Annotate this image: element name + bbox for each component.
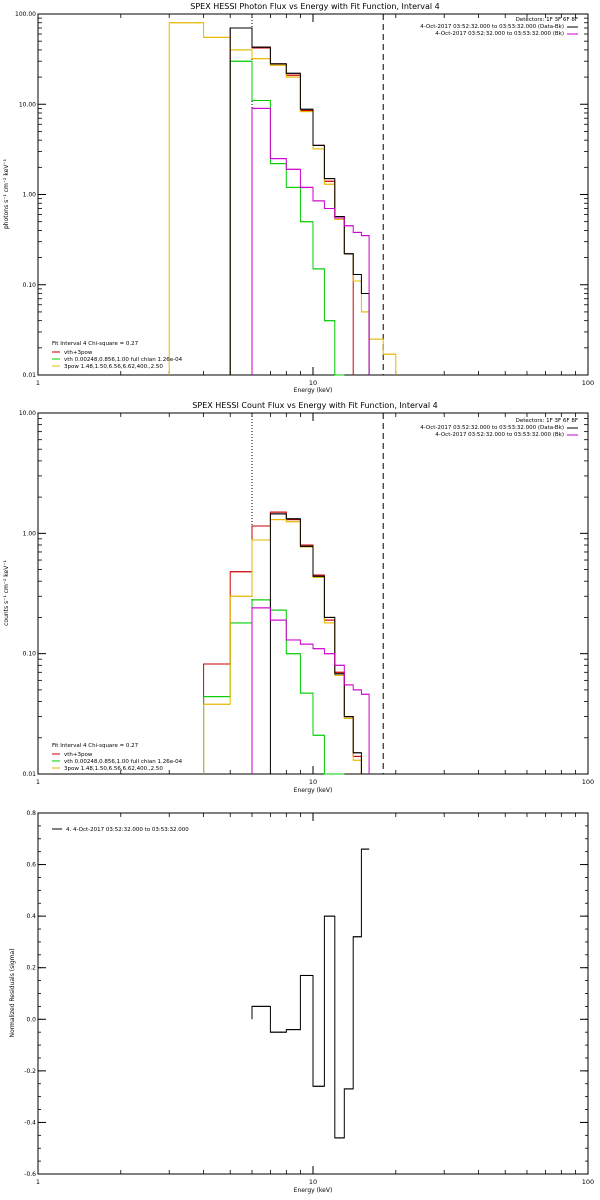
x-tick-label: 1 [36, 1178, 40, 1186]
y-tick-label: 0.8 [26, 810, 36, 817]
x-tick-label: 10 [309, 1178, 317, 1186]
series-3 [269, 513, 384, 775]
legend-label-3pow: 3pow 1.48,1.50,6.56,6.62,400.,2.50 [64, 364, 163, 370]
y-tick-label: 0.4 [26, 913, 36, 920]
series-step-line [251, 848, 370, 1139]
y-tick-label: 0.01 [23, 372, 37, 379]
x-tick-label: 10 [309, 778, 317, 786]
series-2 [168, 22, 397, 375]
y-tick-label: 0.10 [23, 651, 37, 658]
y-tick-label: 0.01 [23, 771, 37, 778]
x-tick-label: 100 [582, 1178, 594, 1186]
y-tick-label: 0.0 [26, 1016, 36, 1023]
photon-flux-fit-label: Fit Interval 4 Chi-square = 0.27 [52, 341, 139, 347]
series-step-line [168, 22, 397, 375]
photon-flux-data-label: 4-Oct-2017 03:52:32.000 to 03:53:32.000 … [420, 24, 564, 30]
x-tick-label: 1 [36, 379, 40, 387]
series-4 [251, 607, 370, 774]
residuals-legend-label: 4. 4-Oct-2017 03:52:32.000 to 03:53:32.0… [66, 827, 189, 833]
y-tick-label: -0.4 [24, 1119, 36, 1126]
legend-label-vth: vth 0.00248,0.856,1.00 full chian 1.26e-… [64, 759, 183, 765]
photon-flux-plot-area [168, 14, 397, 376]
legend-label-vth3pow: vth+3pow [64, 752, 93, 758]
residuals-panel: Energy (keV) Normalized Residuals (sigma… [9, 810, 594, 1194]
count-flux-plot-area [203, 413, 384, 775]
series-1 [229, 60, 345, 376]
series-step-line [251, 107, 370, 375]
y-tick-label: 0.10 [23, 282, 37, 289]
residuals-xlabel: Energy (keV) [294, 1187, 333, 1194]
series-0 [251, 848, 370, 1139]
count-flux-ylabel: counts s⁻¹ cm⁻² keV⁻¹ [3, 560, 10, 626]
x-tick-label: 100 [582, 379, 594, 387]
y-tick-label: 100.00 [15, 11, 36, 18]
y-tick-label: 10.00 [19, 410, 36, 417]
y-tick-label: -0.6 [24, 1171, 36, 1178]
series-step-line [229, 60, 345, 376]
count-flux-data-label: 4-Oct-2017 03:52:32.000 to 03:53:32.000 … [420, 425, 564, 431]
photon-flux-ticks: 1 10 100 0.01 0.10 1.00 10.00 100.00 [15, 11, 594, 387]
y-tick-label: -0.2 [24, 1068, 36, 1075]
count-flux-detectors: Detectors: 1F 3F 6F 8F [516, 418, 578, 424]
y-tick-label: 1.00 [23, 530, 37, 537]
series-step-line [203, 599, 345, 775]
x-tick-label: 1 [36, 778, 40, 786]
y-tick-label: 0.6 [26, 862, 36, 869]
photon-flux-panel: SPEX HESSI Photon Flux vs Energy with Fi… [3, 2, 594, 394]
photon-flux-xlabel: Energy (keV) [294, 387, 333, 394]
y-tick-label: 1.00 [23, 192, 37, 199]
x-tick-label: 100 [582, 778, 594, 786]
legend-label-3pow: 3pow 1.48,1.50,6.56,6.62,400.,2.50 [64, 766, 163, 772]
residuals-ticks: 1 10 100 -0.6 -0.4 -0.2 0.0 0.2 0.4 0.6 0.8 [24, 810, 594, 1186]
y-tick-label: 0.2 [26, 965, 36, 972]
series-step-line [269, 513, 384, 775]
count-flux-bk-label: 4-Oct-2017 03:52:32.000 to 03:53:32.000 … [435, 432, 564, 438]
series-1 [203, 599, 345, 775]
x-tick-label: 10 [309, 379, 317, 387]
photon-flux-title: SPEX HESSI Photon Flux vs Energy with Fi… [190, 2, 440, 11]
legend-label-vth: vth 0.00248,0.856,1.00 full chian 1.26e-… [64, 357, 183, 363]
count-flux-title: SPEX HESSI Count Flux vs Energy with Fit… [192, 401, 437, 410]
legend-label-vth3pow: vth+3pow [64, 350, 93, 356]
count-flux-panel: SPEX HESSI Count Flux vs Energy with Fit… [3, 401, 594, 794]
residuals-plot-area [251, 848, 370, 1139]
count-flux-xlabel: Energy (keV) [294, 787, 333, 794]
photon-flux-detectors: Detectors: 1F 3F 6F 8F [516, 17, 578, 23]
series-step-line [229, 27, 370, 375]
count-flux-fit-label: Fit Interval 4 Chi-square = 0.27 [52, 743, 139, 749]
count-flux-ticks: 1 10 100 0.01 0.10 1.00 10.00 [19, 410, 594, 786]
photon-flux-ylabel: photons s⁻¹ cm⁻² keV⁻¹ [3, 158, 10, 229]
series-step-line [251, 607, 370, 774]
residuals-ylabel: Normalized Residuals (sigma) [9, 948, 16, 1037]
series-3 [229, 27, 370, 375]
y-tick-label: 10.00 [19, 101, 36, 108]
photon-flux-bk-label: 4-Oct-2017 03:52:32.000 to 03:53:32.000 … [435, 31, 564, 37]
series-4 [251, 107, 370, 375]
